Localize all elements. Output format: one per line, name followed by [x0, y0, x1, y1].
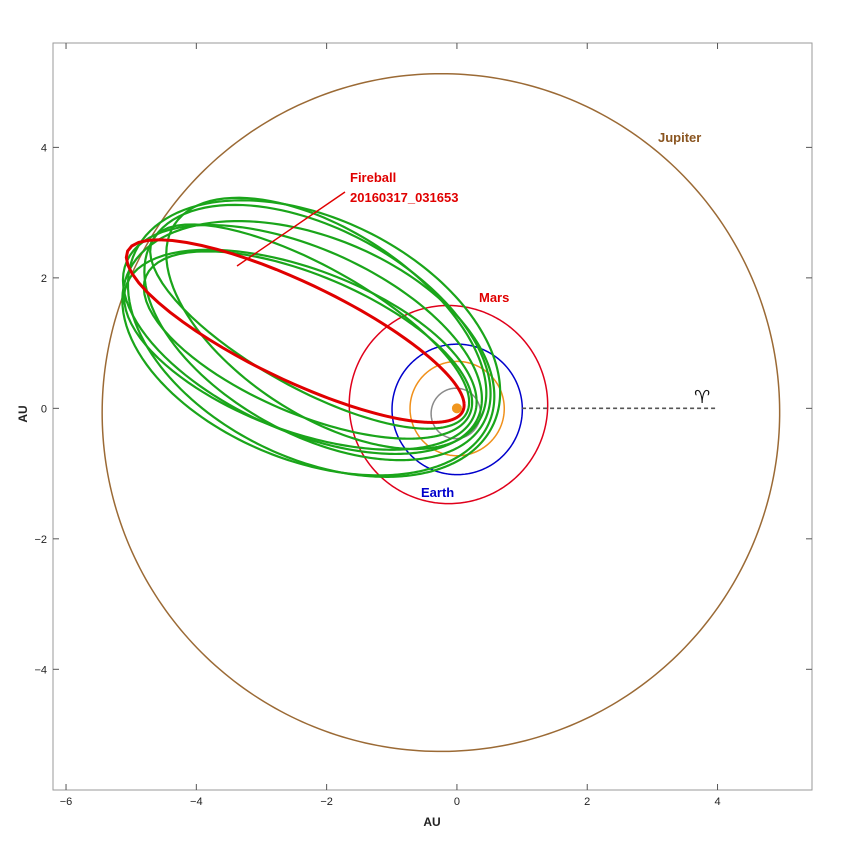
- mars-label: Mars: [479, 290, 509, 305]
- sun-marker: [451, 403, 462, 414]
- clone-orbit: [121, 220, 496, 477]
- x-tick-label: −2: [320, 796, 333, 808]
- clone-orbit: [165, 196, 488, 451]
- x-axis-ticks: −6 −4 −2 0 2 4: [60, 43, 721, 808]
- clone-orbit: [126, 199, 502, 478]
- orbits-layer: [101, 72, 781, 753]
- earth-label: Earth: [421, 485, 454, 500]
- y-tick-label: −2: [34, 534, 47, 546]
- fireball-orbit: [124, 238, 466, 424]
- y-tick-label: −4: [34, 664, 47, 676]
- earth-orbit: [391, 343, 524, 476]
- clone-orbit: [143, 203, 492, 462]
- jupiter-orbit: [101, 72, 781, 753]
- clone-orbit: [142, 250, 474, 440]
- y-axis-title: AU: [16, 405, 30, 422]
- x-axis-title: AU: [423, 815, 440, 829]
- y-tick-label: 2: [41, 273, 47, 285]
- y-tick-label: 0: [41, 403, 47, 415]
- x-tick-label: −6: [60, 796, 73, 808]
- aries-vernal-equinox-symbol: ♈: [694, 387, 710, 408]
- fireball-annotation-pointer: [236, 191, 346, 267]
- fireball-label: Fireball: [350, 170, 396, 185]
- jupiter-label: Jupiter: [658, 130, 701, 145]
- mars-orbit: [348, 304, 549, 505]
- y-tick-label: 4: [41, 142, 47, 154]
- clone-orbit: [123, 248, 478, 451]
- x-tick-label: 0: [454, 796, 460, 808]
- x-tick-label: 4: [714, 796, 720, 808]
- y-axis-ticks: −4 −2 0 2 4: [34, 142, 812, 676]
- x-tick-label: −4: [190, 796, 203, 808]
- plot-frame: [52, 42, 813, 791]
- x-tick-label: 2: [584, 796, 590, 808]
- fireball-id-label: 20160317_031653: [350, 190, 458, 205]
